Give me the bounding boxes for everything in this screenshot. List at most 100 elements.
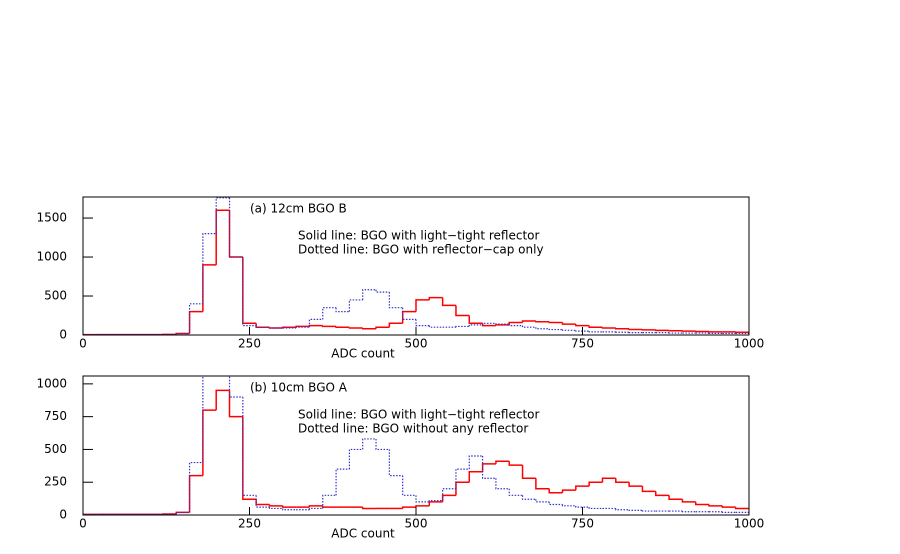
- histogram-bin: [268, 327, 283, 329]
- histogram-bin: [548, 488, 563, 494]
- histogram-bin: [282, 505, 297, 508]
- histogram-bin: [188, 474, 203, 513]
- panel: 0 250 500 750 1000 0 250 500 750 1000 ADC count (b)…: [36, 375, 765, 541]
- histogram-bin: [468, 324, 483, 327]
- histogram-bin: [348, 299, 363, 312]
- histogram-bin: [308, 507, 323, 510]
- histogram-bin: [242, 257, 257, 327]
- legend-entry: Solid line: BGO with light−tight reflect…: [298, 229, 539, 243]
- histogram-bin: [628, 482, 643, 487]
- histogram-bin: [361, 327, 377, 330]
- histogram-bin: [268, 504, 283, 507]
- histogram-bin: [335, 307, 350, 313]
- histogram-bin: [428, 499, 443, 502]
- histogram-bin: [575, 485, 590, 491]
- histogram-bin: [348, 448, 363, 470]
- x-tick-label: 0: [79, 517, 87, 531]
- x-tick-label: 500: [405, 517, 428, 531]
- histogram-bin: [415, 319, 430, 327]
- histogram-bin: [282, 508, 297, 511]
- y-tick-label: 500: [44, 289, 67, 303]
- histogram-bin: [495, 324, 510, 326]
- histogram-bin: [561, 329, 576, 331]
- histogram-bin: [322, 505, 337, 508]
- histogram-bin: [441, 297, 456, 307]
- histogram-bin: [615, 478, 630, 483]
- panel: 0 250 500 750 1000 0 500 1000 1500 ADC count (a) 1…: [36, 196, 765, 361]
- histogram-bin: [175, 511, 190, 515]
- histogram-bin: [415, 299, 430, 312]
- histogram-bin: [308, 505, 323, 508]
- histogram-bin: [362, 438, 377, 450]
- histogram-bin: [188, 310, 203, 334]
- plot-frame: [82, 375, 750, 516]
- histogram-bin: [361, 507, 377, 510]
- histogram-bin: [415, 495, 430, 503]
- y-tick-label: 0: [59, 508, 67, 522]
- plot-frame: [82, 196, 750, 336]
- histogram-bin: [508, 321, 523, 325]
- histogram-bin: [668, 495, 683, 501]
- histogram-bin: [268, 507, 283, 510]
- legend-entry: Dotted line: BGO without any reflector: [298, 422, 528, 436]
- histogram-bin: [202, 233, 217, 304]
- histogram-bin: [175, 332, 190, 335]
- x-tick-label: 750: [571, 337, 594, 351]
- histogram-bin: [255, 495, 270, 508]
- histogram-bin: [481, 463, 496, 472]
- histogram-bin: [588, 325, 603, 328]
- histogram-bin: [428, 296, 443, 300]
- histogram-bin: [495, 323, 510, 325]
- histogram-bin: [242, 257, 257, 325]
- histogram-bin: [202, 409, 217, 476]
- histogram-bin: [375, 326, 390, 329]
- x-tick-label: 1000: [734, 517, 765, 531]
- y-tick-label: 1500: [36, 211, 67, 225]
- histogram-bin: [335, 468, 350, 496]
- y-tick-label: 1000: [36, 376, 67, 390]
- histogram-bin: [242, 396, 257, 496]
- histogram-bin: [561, 489, 576, 493]
- histogram-bin: [508, 324, 523, 327]
- histogram-bin: [455, 325, 470, 328]
- y-tick-label: 1000: [36, 250, 67, 264]
- histogram-bin: [335, 326, 350, 328]
- histogram-bin: [535, 499, 550, 503]
- histogram-bin: [308, 324, 323, 327]
- histogram-bin: [348, 327, 363, 329]
- histogram-bin: [548, 321, 563, 324]
- plot-area: [83, 197, 749, 335]
- histogram-bin: [188, 303, 203, 334]
- histogram-bin: [548, 328, 563, 331]
- histogram-bin: [455, 481, 470, 496]
- histogram-bin: [228, 197, 243, 258]
- y-tick-label: 250: [44, 475, 67, 489]
- histogram-bin: [601, 327, 616, 329]
- histogram-bin: [641, 510, 656, 512]
- histogram-bin: [375, 289, 390, 293]
- histogram-bin: [388, 322, 403, 328]
- histogram-bin: [428, 325, 443, 328]
- histogram-bin: [401, 310, 416, 324]
- histogram-bin: [428, 501, 443, 506]
- legend-entry: Dotted line: BGO with reflector−cap only: [298, 243, 544, 257]
- histogram-bin: [242, 416, 257, 501]
- histogram-bin: [322, 307, 337, 320]
- histogram-bin: [362, 289, 377, 300]
- histogram-bin: [521, 320, 536, 323]
- histogram-bin: [482, 455, 496, 479]
- histogram-bin: [215, 389, 230, 411]
- histogram-bin: [561, 322, 576, 325]
- histogram-bin: [255, 325, 270, 328]
- histogram-bin: [402, 307, 416, 321]
- histogram-bin: [535, 478, 550, 490]
- annotation: (b) 10cm BGO A: [250, 381, 348, 395]
- x-tick-label: 1000: [734, 337, 765, 351]
- histogram-bin: [681, 499, 696, 503]
- histogram-bin: [468, 470, 483, 483]
- histogram-bin: [388, 292, 403, 309]
- histogram-bin: [588, 507, 603, 510]
- histogram-bin: [388, 449, 403, 477]
- histogram-bin: [375, 438, 390, 451]
- histogram-bin: [548, 501, 563, 506]
